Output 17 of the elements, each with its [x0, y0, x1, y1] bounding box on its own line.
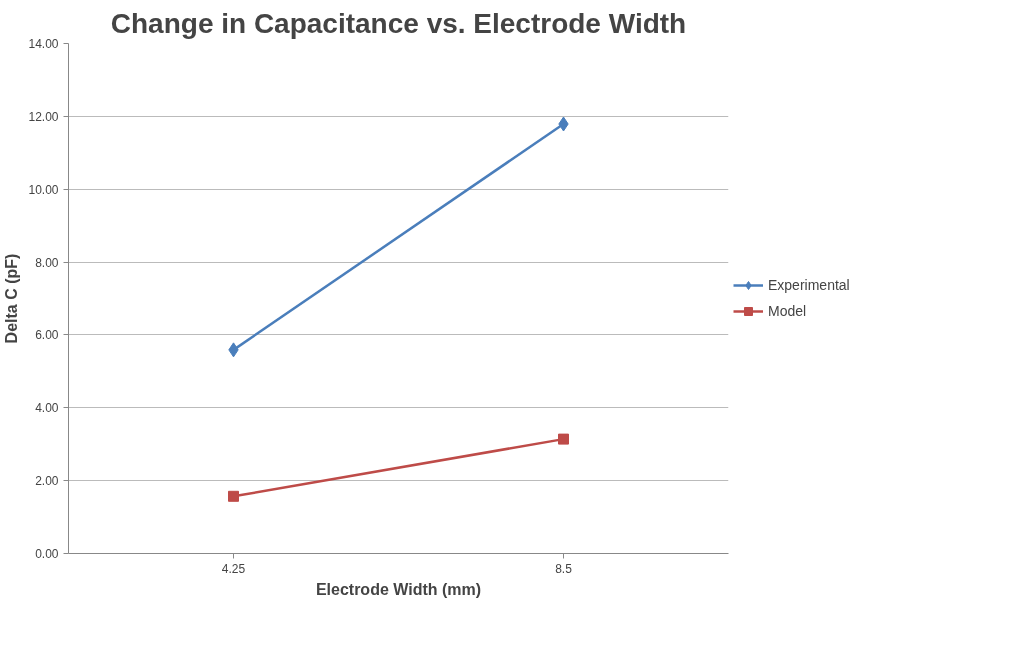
x-tick-label: 4.25: [221, 561, 246, 576]
y-tick-label: 14.00: [28, 37, 59, 51]
y-tick-label: 2.00: [35, 474, 59, 489]
x-tick-label: 8.5: [555, 561, 573, 576]
y-tick-label: 12.00: [28, 109, 59, 124]
y-axis-title: Delta C (pF): [3, 253, 21, 344]
y-tick-label: 4.00: [35, 401, 59, 416]
y-tick-label: 6.00: [35, 328, 59, 343]
y-tick-label: 10.00: [28, 182, 59, 197]
y-tick-label: 8.00: [35, 255, 59, 270]
point: [228, 490, 239, 502]
legend-label: Experimental: [768, 277, 850, 293]
legend-label: Model: [768, 303, 807, 319]
chart-title: Change in Capacitance vs. Electrode Width: [110, 7, 687, 39]
x-axis-title: Electrode Width (mm): [315, 580, 482, 598]
y-tick-label: 0.00: [35, 547, 59, 561]
point: [558, 433, 569, 445]
